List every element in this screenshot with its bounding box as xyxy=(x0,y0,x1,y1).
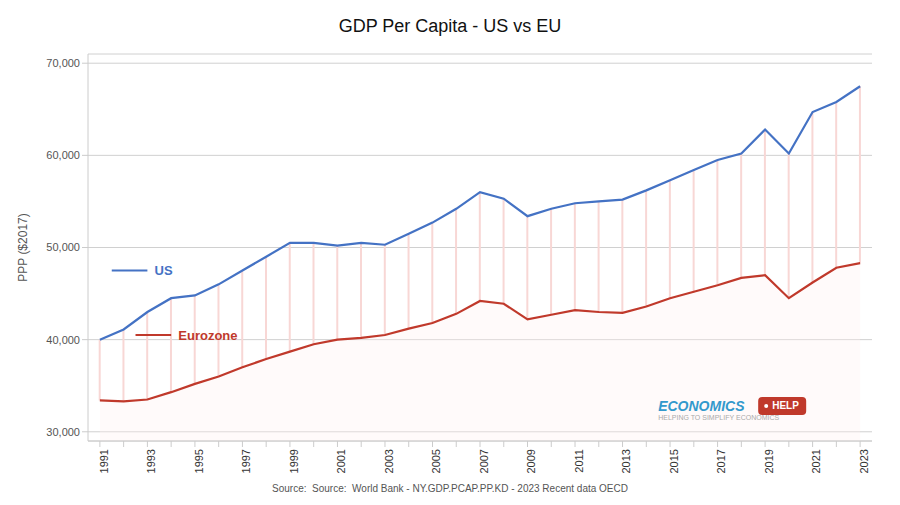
svg-text:1993: 1993 xyxy=(145,449,157,473)
svg-text:ECONOMICS: ECONOMICS xyxy=(658,398,745,414)
svg-text:2015: 2015 xyxy=(668,449,680,473)
svg-text:2009: 2009 xyxy=(525,449,537,473)
svg-text:HELPING TO SIMPLIFY ECONOMICS: HELPING TO SIMPLIFY ECONOMICS xyxy=(658,414,779,421)
svg-text:HELP: HELP xyxy=(772,400,799,411)
svg-text:2007: 2007 xyxy=(478,449,490,473)
svg-text:60,000: 60,000 xyxy=(46,149,80,161)
svg-text:40,000: 40,000 xyxy=(46,334,80,346)
svg-text:2003: 2003 xyxy=(383,449,395,473)
svg-text:US: US xyxy=(155,263,173,278)
svg-text:2019: 2019 xyxy=(763,449,775,473)
svg-text:2021: 2021 xyxy=(810,449,822,473)
svg-text:50,000: 50,000 xyxy=(46,241,80,253)
html-text:GDP Per Capita - US vs EU: GDP Per Capita - US vs EU xyxy=(338,16,562,36)
html-text:Source: Source: World Bank - N: Source: Source: World Bank - NY.GDP.PCAP… xyxy=(272,483,628,494)
svg-text:2011: 2011 xyxy=(573,449,585,473)
svg-text:1997: 1997 xyxy=(240,449,252,473)
svg-text:70,000: 70,000 xyxy=(46,57,80,69)
svg-text:1995: 1995 xyxy=(193,449,205,473)
svg-text:2017: 2017 xyxy=(715,449,727,473)
svg-text:PPP ($2017): PPP ($2017) xyxy=(16,213,30,282)
svg-text:2013: 2013 xyxy=(620,449,632,473)
svg-text:2005: 2005 xyxy=(430,449,442,473)
svg-text:1991: 1991 xyxy=(98,449,110,473)
svg-text:30,000: 30,000 xyxy=(46,426,80,438)
svg-text:2001: 2001 xyxy=(335,449,347,473)
svg-text:1999: 1999 xyxy=(288,449,300,473)
svg-text:Eurozone: Eurozone xyxy=(178,328,237,343)
svg-text:2023: 2023 xyxy=(858,449,870,473)
